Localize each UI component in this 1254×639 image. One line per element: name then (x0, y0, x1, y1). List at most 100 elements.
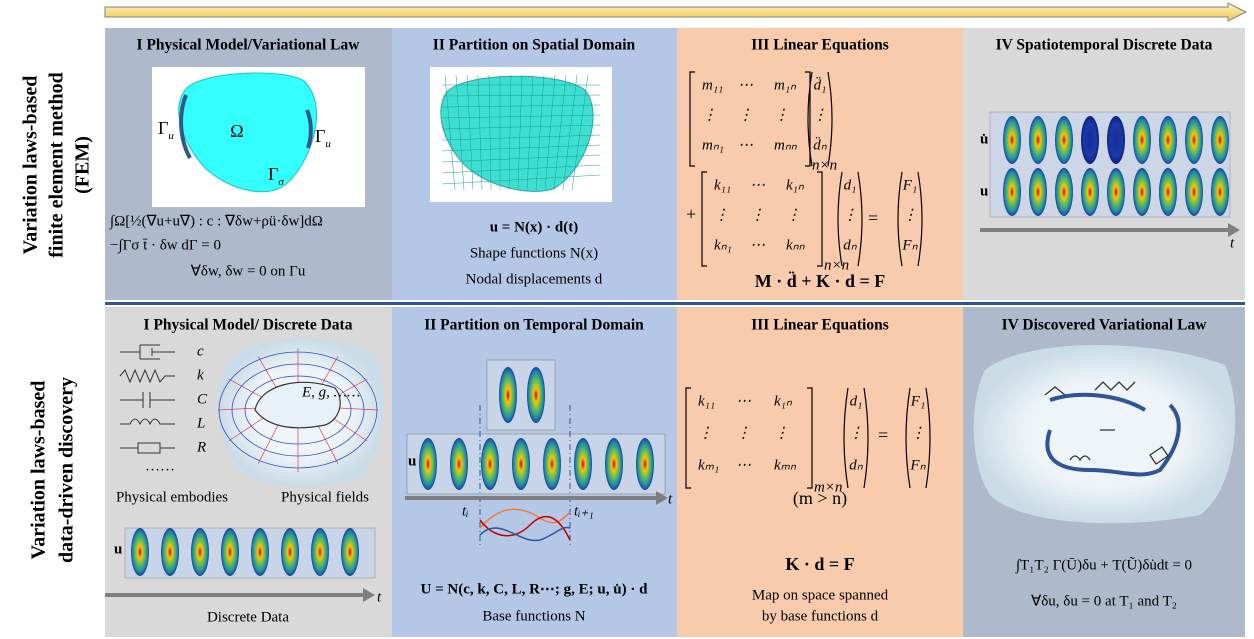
vector-entry: d₁ (850, 393, 863, 409)
label: tᵢ (462, 503, 469, 519)
caption: Physical embodies (116, 489, 228, 505)
row-label: (FEM) (72, 136, 94, 194)
row-label: u (408, 453, 416, 469)
equation: Nodal displacements d (466, 271, 603, 287)
vector-entry: F₁ (910, 393, 925, 409)
vector-entry: Fₙ (901, 237, 918, 253)
equation: ∀δu, δu = 0 at T₁ and T₂ (1031, 593, 1177, 609)
field-snapshot (1159, 116, 1177, 164)
matrix-entry: ⋮ (774, 425, 789, 441)
field-snapshot (1133, 116, 1151, 164)
vector-entry: ⋮ (843, 207, 858, 223)
matrix-entry: ⋯ (738, 137, 753, 153)
matrix-entry: k₁₁ (714, 177, 731, 193)
field-snapshot (1211, 168, 1229, 216)
matrix-entry: m₁₁ (702, 77, 723, 93)
row-label: u (980, 183, 988, 199)
matrix-entry: kₘ₁ (698, 457, 719, 473)
vector-entry: F₁ (902, 177, 917, 193)
vector-entry: d̈₁ (814, 75, 827, 93)
panel-title: I Physical Model/Variational Law (137, 37, 361, 54)
figure-frame (407, 434, 665, 494)
field-snapshot (191, 528, 209, 576)
caption: Map on space spanned (752, 587, 889, 603)
matrix-entry: ⋯ (736, 393, 751, 409)
field-snapshot (341, 528, 359, 576)
field-snapshot (1081, 168, 1099, 216)
caption: by base functions d (762, 608, 879, 624)
matrix-size: m×n (814, 479, 842, 495)
field-snapshot (512, 438, 530, 490)
matrix-entry: ⋯ (736, 457, 751, 473)
field-snapshot (1185, 168, 1203, 216)
matrix-entry: m₁ₙ (774, 77, 797, 93)
matrix-size: n×n (824, 257, 849, 273)
vector-entry: d̈ₙ (813, 135, 828, 153)
field-snapshot (1029, 116, 1047, 164)
label: tᵢ₊₁ (574, 503, 594, 519)
field-snapshot (1133, 168, 1151, 216)
vector-entry: ⋮ (849, 425, 864, 441)
diagram: Variation laws-based finite element meth… (0, 0, 1254, 639)
matrix-entry: ⋮ (750, 207, 765, 223)
row-label: finite element method (46, 72, 68, 258)
field-snapshot (1107, 168, 1125, 216)
matrix-entry: ⋮ (698, 425, 713, 441)
field-snapshot (1211, 116, 1229, 164)
matrix-entry: kₙₙ (786, 237, 806, 253)
operator: = (868, 208, 878, 228)
field-snapshot (161, 528, 179, 576)
matrix-entry: k₁ₙ (786, 177, 805, 193)
operator: = (878, 425, 888, 445)
field-snapshot (605, 438, 623, 490)
row-label: u (114, 541, 122, 557)
equation: ∀δw, δw = 0 on Γu (191, 263, 306, 279)
field-snapshot (221, 528, 239, 576)
element-label: k (197, 367, 204, 383)
field-snapshot (419, 438, 437, 490)
panel-title: II Partition on Spatial Domain (433, 37, 636, 54)
equation: U = N(c, k, C, L, R⋯; g, E; u, u̇) · d (421, 581, 649, 597)
field-snapshot (527, 367, 545, 423)
element-label: C (197, 391, 208, 407)
caption: Discrete Data (207, 609, 289, 625)
matrix-entry: ⋮ (738, 107, 753, 123)
matrix-entry: kₘₙ (774, 457, 797, 473)
row-label: Variation laws-based (28, 381, 50, 560)
matrix-entry: ⋯ (738, 77, 753, 93)
field-snapshot (543, 438, 561, 490)
field-snapshot (481, 438, 499, 490)
panel-title: IV Spatiotemporal Discrete Data (996, 37, 1213, 54)
matrix-entry: mₙₙ (774, 137, 798, 153)
field-snapshot (450, 438, 468, 490)
element-label: L (196, 415, 205, 431)
vector-entry: ⋮ (813, 107, 828, 123)
field-snapshot (1107, 116, 1125, 164)
field-snapshot (1055, 116, 1073, 164)
flow-arrow (105, 3, 1246, 21)
matrix-entry: kₙ₁ (714, 237, 732, 253)
vector-entry: dₙ (849, 457, 864, 473)
equation: ∫T₁T₂ Γ(Ū)δu + T(Ũ)δu̇dt = 0 (1015, 556, 1192, 573)
panel-title: III Linear Equations (751, 37, 889, 54)
row-label: Variation laws-based (20, 76, 42, 255)
field-snapshot (281, 528, 299, 576)
matrix-entry: ⋯ (750, 177, 765, 193)
field-snapshot (1081, 116, 1099, 164)
row-label: data-driven discovery (56, 377, 78, 563)
vector-entry: ⋮ (903, 207, 918, 223)
panel-title: III Linear Equations (751, 317, 889, 334)
matrix-entry: ⋮ (714, 207, 729, 223)
element-label: R (196, 439, 206, 455)
element-label: …… (145, 458, 175, 474)
caption: Base functions N (482, 608, 585, 624)
matrix-size: n×n (812, 157, 837, 173)
matrix-entry: k₁ₙ (774, 393, 793, 409)
element-label: c (197, 343, 204, 359)
panel-title: II Partition on Temporal Domain (424, 317, 644, 334)
equation: K · d = F (785, 554, 854, 574)
field-snapshot (636, 438, 654, 490)
matrix-entry: k₁₁ (698, 393, 715, 409)
matrix-entry: ⋮ (736, 425, 751, 441)
matrix-entry: ⋯ (750, 237, 765, 253)
